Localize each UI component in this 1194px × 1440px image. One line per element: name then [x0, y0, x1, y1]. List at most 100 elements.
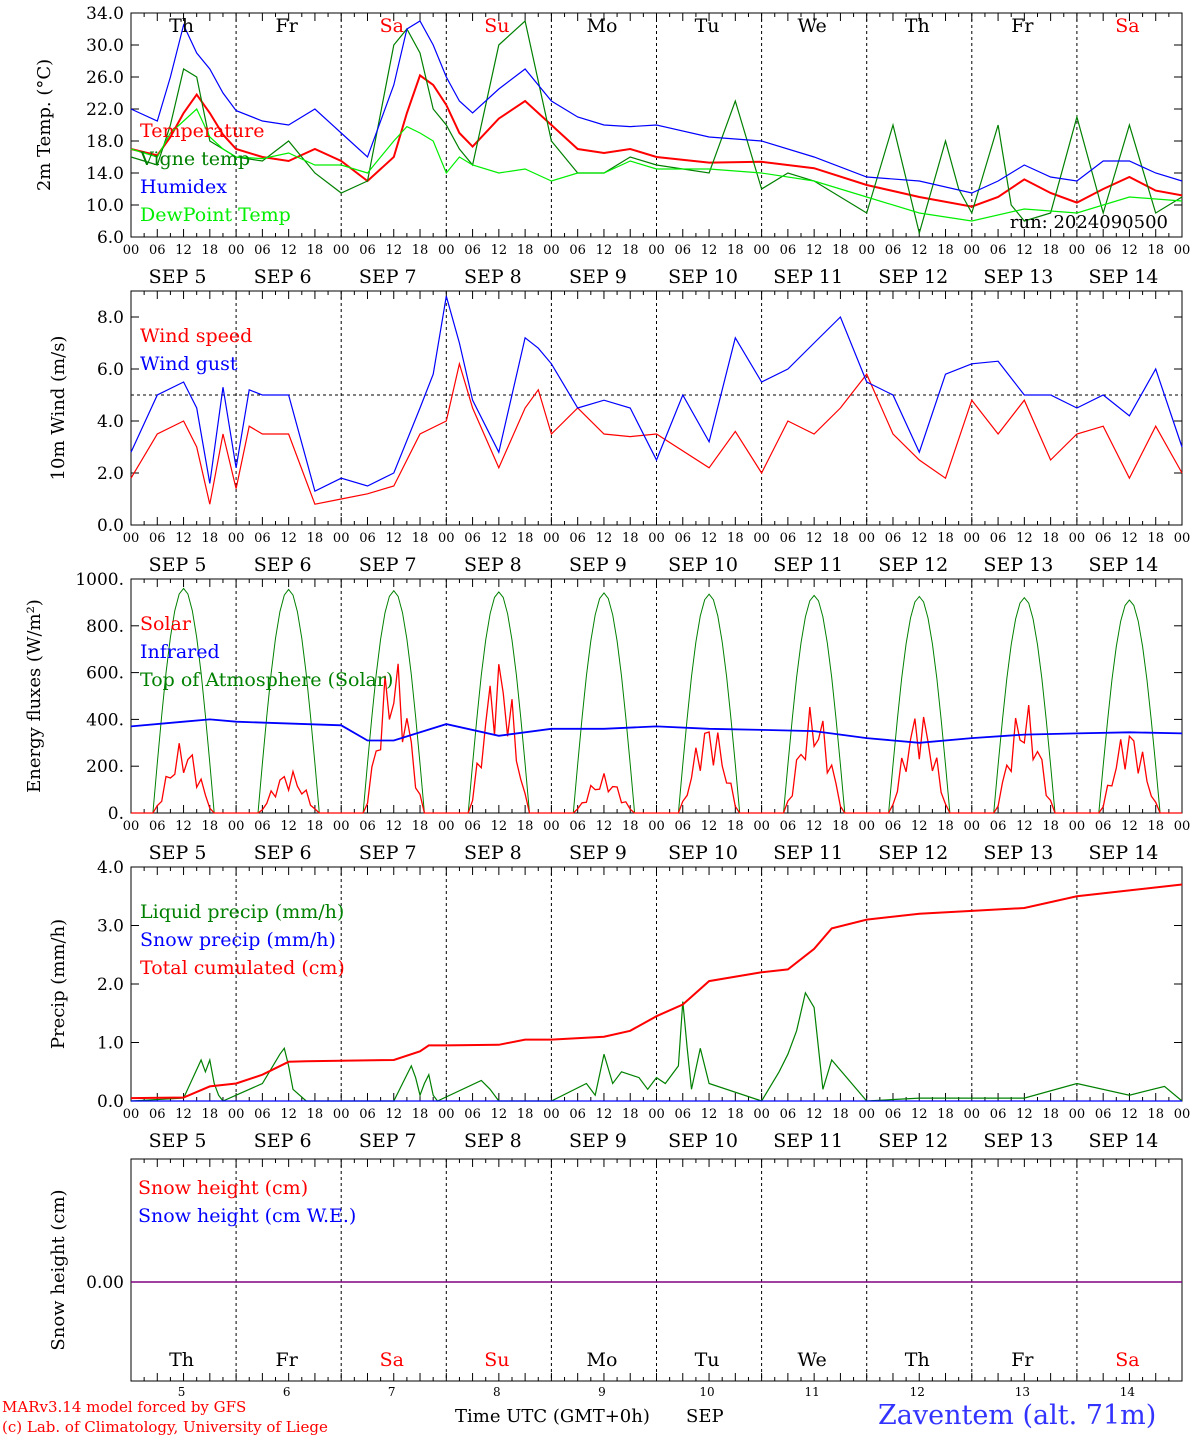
hour-tick-label: 06: [990, 819, 1007, 834]
date-number-label: 7: [388, 1385, 396, 1399]
hour-tick-label: 12: [280, 819, 297, 834]
hour-tick-label: 06: [1095, 531, 1112, 546]
y-tick-label: 6.0: [97, 228, 124, 248]
hour-tick-label: 06: [569, 1107, 586, 1122]
hour-tick-label: 06: [254, 531, 271, 546]
y-tick-label: 10.0: [86, 196, 124, 216]
hour-tick-label: 12: [911, 243, 928, 258]
date-label: SEP 5: [149, 1130, 207, 1152]
hour-tick-label: 12: [280, 1107, 297, 1122]
series-solar: [131, 663, 1182, 814]
date-label: SEP 12: [878, 842, 948, 864]
hour-tick-label: 00: [543, 243, 560, 258]
hour-tick-label: 12: [806, 1107, 823, 1122]
date-label: SEP 8: [464, 554, 522, 576]
y-tick-label: 30.0: [86, 36, 124, 56]
legend-entry: Solar: [140, 613, 192, 635]
date-label: SEP 14: [1089, 266, 1159, 288]
hour-tick-label: 18: [832, 1107, 849, 1122]
hour-tick-label: 18: [307, 531, 324, 546]
hour-tick-label: 06: [885, 531, 902, 546]
legend-entry: Total cumulated (cm): [140, 957, 345, 979]
day-name-label: We: [798, 1349, 827, 1371]
date-label: SEP 6: [254, 554, 312, 576]
date-number-label: 5: [178, 1385, 186, 1399]
series-3: [130, 108, 1183, 222]
date-label: SEP 14: [1089, 554, 1159, 576]
hour-tick-label: 18: [1147, 243, 1164, 258]
legend-entry: Wind speed: [140, 325, 252, 347]
hour-tick-label: 12: [385, 243, 402, 258]
date-label: SEP 7: [359, 1130, 417, 1152]
hour-tick-label: 18: [517, 243, 534, 258]
hour-tick-label: 06: [1095, 819, 1112, 834]
hour-tick-label: 00: [438, 243, 455, 258]
hour-tick-label: 18: [937, 243, 954, 258]
hour-tick-label: 06: [359, 531, 376, 546]
hour-tick-label: 12: [806, 819, 823, 834]
hour-tick-label: 00: [123, 1107, 140, 1122]
legend-entry: Wind gust: [140, 353, 238, 375]
hour-tick-label: 18: [727, 243, 744, 258]
model-credit: MARv3.14 model forced by GFS: [2, 1398, 247, 1416]
date-label: SEP 8: [464, 266, 522, 288]
date-label: SEP 7: [359, 842, 417, 864]
hour-tick-label: 12: [385, 1107, 402, 1122]
hour-tick-label: 06: [149, 1107, 166, 1122]
hour-tick-label: 18: [307, 1107, 324, 1122]
hour-tick-label: 00: [333, 531, 350, 546]
day-name-label: Su: [484, 15, 509, 37]
hour-tick-label: 18: [832, 819, 849, 834]
y-axis-label: Precip (mm/h): [48, 919, 69, 1049]
day-name-label: Sa: [380, 15, 404, 37]
hour-tick-label: 18: [937, 1107, 954, 1122]
hour-tick-label: 12: [175, 819, 192, 834]
hour-tick-label: 18: [1147, 1107, 1164, 1122]
hour-tick-label: 00: [543, 819, 560, 834]
hour-tick-label: 18: [727, 1107, 744, 1122]
date-label: SEP 13: [983, 554, 1053, 576]
hour-tick-label: 18: [832, 243, 849, 258]
hour-tick-label: 00: [438, 819, 455, 834]
date-number-label: 13: [1015, 1385, 1030, 1399]
hour-tick-label: 12: [806, 243, 823, 258]
y-axis-label: Energy fluxes (W/m²): [24, 599, 45, 793]
date-label: SEP 10: [668, 554, 738, 576]
hour-tick-label: 06: [885, 819, 902, 834]
date-number-label: 14: [1120, 1385, 1136, 1399]
hour-tick-label: 06: [780, 531, 797, 546]
y-axis-label: 2m Temp. (°C): [34, 59, 55, 191]
date-number-label: 8: [493, 1385, 501, 1399]
hour-tick-label: 12: [385, 531, 402, 546]
series-1: [130, 296, 1183, 493]
hour-tick-label: 18: [1042, 819, 1059, 834]
hour-tick-label: 00: [858, 531, 875, 546]
hour-tick-label: 18: [412, 243, 429, 258]
hour-tick-label: 00: [753, 243, 770, 258]
y-tick-label: 400.: [86, 710, 124, 730]
y-axis-label: 10m Wind (m/s): [48, 336, 69, 481]
date-label: SEP 9: [569, 842, 627, 864]
hour-tick-label: 12: [1121, 531, 1138, 546]
date-label: SEP 9: [569, 1130, 627, 1152]
hour-tick-label: 12: [911, 819, 928, 834]
day-name-label: Tu: [695, 1349, 720, 1371]
hour-tick-label: 00: [964, 531, 981, 546]
day-name-label: We: [798, 15, 827, 37]
y-tick-label: 3.0: [97, 917, 124, 937]
y-tick-label: 800.: [86, 617, 124, 637]
hour-tick-label: 06: [359, 819, 376, 834]
hour-tick-label: 00: [1069, 531, 1086, 546]
date-label: SEP 13: [983, 1130, 1053, 1152]
hour-tick-label: 18: [307, 243, 324, 258]
hour-tick-label: 00: [123, 531, 140, 546]
legend-entry: Snow height (cm W.E.): [138, 1205, 356, 1227]
date-label: SEP 13: [983, 842, 1053, 864]
hour-tick-label: 12: [1016, 819, 1033, 834]
hour-tick-label: 06: [885, 243, 902, 258]
hour-tick-label: 06: [149, 531, 166, 546]
hour-tick-label: 06: [780, 819, 797, 834]
y-tick-label: 1.0: [97, 1034, 124, 1054]
legend-entry: Temperature: [140, 120, 264, 142]
day-name-label: Fr: [1011, 1349, 1034, 1371]
